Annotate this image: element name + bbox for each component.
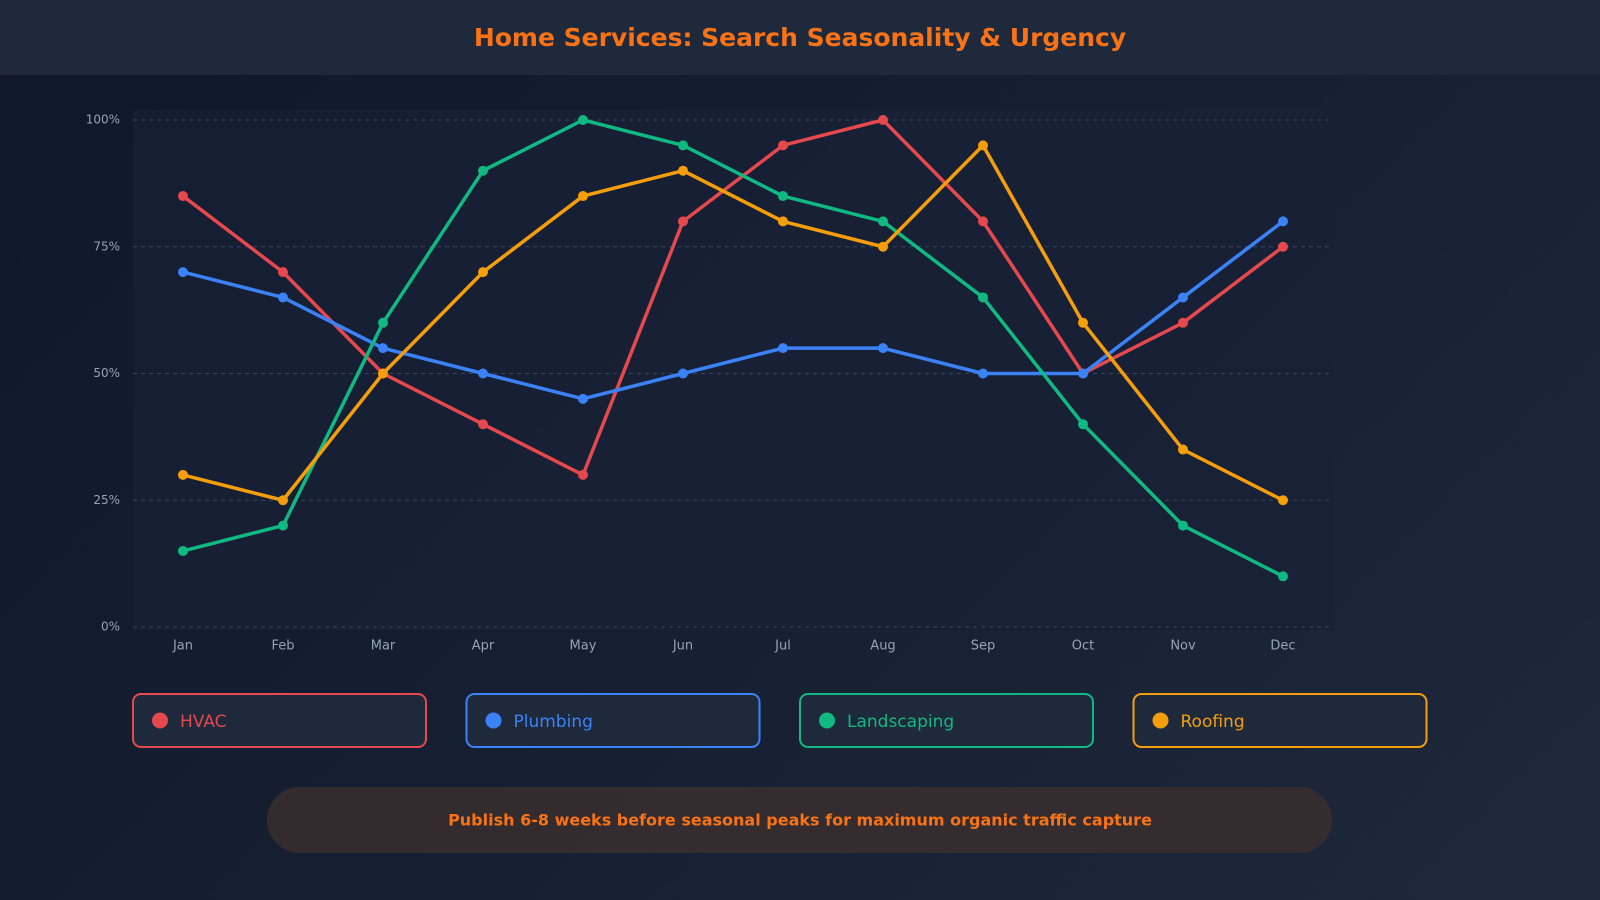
x-tick-label: Jan bbox=[172, 639, 193, 654]
x-tick-label: Oct bbox=[1072, 639, 1094, 654]
legend-item[interactable] bbox=[465, 693, 761, 748]
data-point bbox=[1178, 520, 1188, 531]
data-point bbox=[478, 165, 488, 176]
legend-item[interactable] bbox=[132, 693, 427, 748]
data-point bbox=[278, 267, 288, 278]
x-tick-label: Apr bbox=[472, 639, 495, 654]
series-line bbox=[182, 220, 1285, 401]
data-point bbox=[678, 165, 688, 176]
annotation: Publish 6-8 weeks before seasonal peaks … bbox=[448, 811, 1152, 830]
data-point bbox=[178, 545, 188, 556]
x-tick-label: Sep bbox=[971, 639, 996, 654]
x-tick-label: Nov bbox=[1170, 639, 1196, 654]
data-point bbox=[978, 292, 988, 303]
data-point bbox=[678, 140, 688, 151]
data-point bbox=[878, 216, 888, 227]
legend-label: Plumbing bbox=[514, 712, 593, 732]
data-point bbox=[778, 216, 788, 227]
y-tick-label: 0% bbox=[101, 620, 120, 634]
data-point bbox=[578, 115, 588, 125]
data-point bbox=[578, 393, 588, 404]
data-point bbox=[378, 343, 388, 354]
data-point bbox=[978, 140, 988, 151]
data-point bbox=[178, 469, 188, 480]
data-point bbox=[778, 191, 788, 202]
data-point bbox=[1178, 317, 1188, 328]
data-point bbox=[478, 419, 488, 430]
data-point bbox=[878, 343, 888, 354]
x-tick-label: Jun bbox=[672, 639, 693, 654]
series-line bbox=[182, 143, 1284, 502]
data-point bbox=[1178, 444, 1188, 455]
x-tick-label: May bbox=[570, 639, 597, 654]
data-point bbox=[678, 368, 688, 379]
data-point bbox=[878, 115, 888, 125]
x-tick-label: Mar bbox=[371, 639, 396, 654]
data-point bbox=[278, 520, 288, 531]
data-point bbox=[1278, 241, 1288, 252]
legend-label: Landscaping bbox=[847, 712, 954, 732]
data-point bbox=[378, 368, 388, 379]
legend-swatch bbox=[485, 712, 502, 729]
header bbox=[0, 0, 1600, 75]
data-point bbox=[1178, 292, 1188, 303]
data-point bbox=[1278, 216, 1288, 227]
data-point bbox=[278, 495, 288, 506]
legend-item[interactable] bbox=[1132, 693, 1428, 748]
data-point bbox=[678, 216, 688, 227]
x-tick-label: Aug bbox=[870, 639, 895, 654]
data-point bbox=[578, 469, 588, 480]
x-tick-label: Dec bbox=[1270, 639, 1295, 654]
data-point bbox=[378, 317, 388, 328]
y-tick-label: 100% bbox=[86, 113, 120, 127]
legend-label: HVAC bbox=[180, 712, 227, 732]
data-point bbox=[578, 191, 588, 202]
data-point bbox=[1078, 317, 1088, 328]
data-point bbox=[878, 241, 888, 252]
data-point bbox=[978, 368, 988, 379]
x-tick-label: Jul bbox=[774, 639, 791, 654]
chart-title: Home Services: Search Seasonality & Urge… bbox=[474, 23, 1126, 52]
data-point bbox=[1278, 571, 1288, 582]
legend-swatch bbox=[1152, 712, 1169, 729]
x-tick-label: Feb bbox=[271, 639, 294, 654]
legend-swatch bbox=[152, 712, 168, 729]
legend-swatch bbox=[819, 712, 835, 729]
plot-area bbox=[133, 110, 1333, 630]
data-point bbox=[1078, 368, 1088, 379]
data-point bbox=[1278, 495, 1288, 506]
annotation-box bbox=[267, 787, 1332, 853]
series-line bbox=[182, 118, 1284, 578]
data-point bbox=[778, 343, 788, 354]
data-point bbox=[1078, 419, 1088, 430]
data-point bbox=[178, 191, 188, 202]
y-tick-label: 25% bbox=[93, 493, 120, 507]
data-point bbox=[278, 292, 288, 303]
data-point bbox=[978, 216, 988, 227]
legend-item[interactable] bbox=[799, 693, 1094, 748]
data-point bbox=[778, 140, 788, 151]
y-tick-label: 75% bbox=[93, 239, 120, 253]
y-tick-label: 50% bbox=[93, 366, 120, 380]
legend-label: Roofing bbox=[1181, 712, 1245, 732]
data-point bbox=[478, 267, 488, 278]
data-point bbox=[178, 267, 188, 278]
data-point bbox=[478, 368, 488, 379]
